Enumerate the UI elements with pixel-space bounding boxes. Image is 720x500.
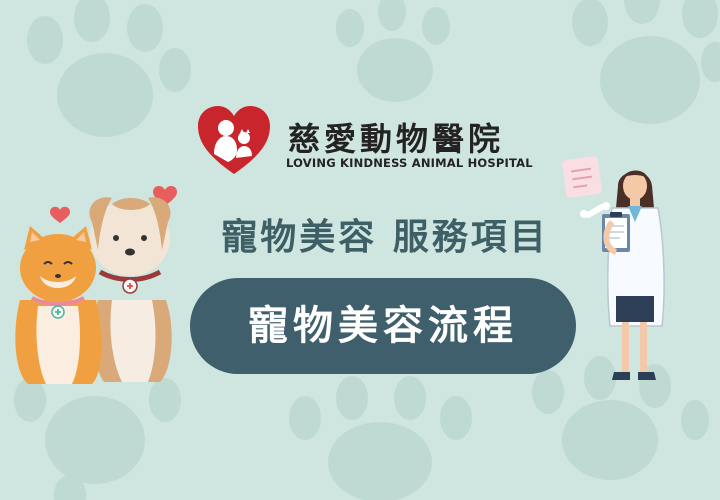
cat-illustration (15, 226, 102, 384)
hospital-name-english: LOVING KINDNESS ANIMAL HOSPITAL (286, 156, 533, 170)
paw-print-icon (532, 356, 709, 480)
paw-print-icon (336, 0, 450, 102)
dog-illustration (89, 197, 172, 382)
paw-print-icon (14, 378, 181, 500)
hospital-logo-icon (198, 106, 270, 174)
paw-print-icon (289, 376, 472, 500)
title-banner: 寵物美容流程 (190, 278, 576, 374)
heart-icon (50, 206, 70, 223)
bone-icon (580, 202, 610, 218)
paw-print-icon (572, 0, 720, 124)
pets-illustration (15, 186, 177, 384)
hospital-name-chinese: 慈愛動物醫院 (288, 120, 505, 158)
paw-print-icon (27, 0, 191, 137)
service-subtitle: 寵物美容 服務項目 (221, 217, 549, 258)
notepad-icon (562, 156, 602, 198)
page-title: 寵物美容流程 (248, 303, 518, 349)
veterinarian-illustration (562, 156, 665, 380)
